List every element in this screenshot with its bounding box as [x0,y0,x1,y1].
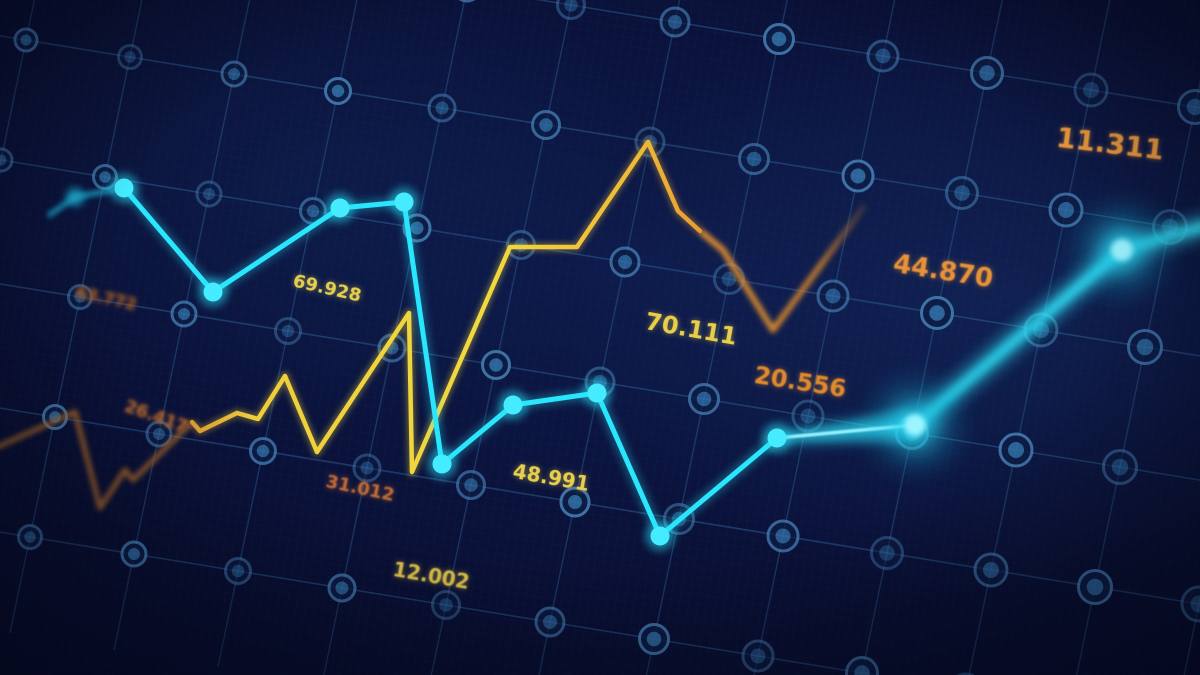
market-chart-illustration: 63.77263.77269.92869.92826.41726.41731.0… [0,0,1200,675]
vignette-overlay [0,0,1200,675]
chart-canvas: 63.77263.77269.92869.92826.41726.41731.0… [0,0,1200,675]
